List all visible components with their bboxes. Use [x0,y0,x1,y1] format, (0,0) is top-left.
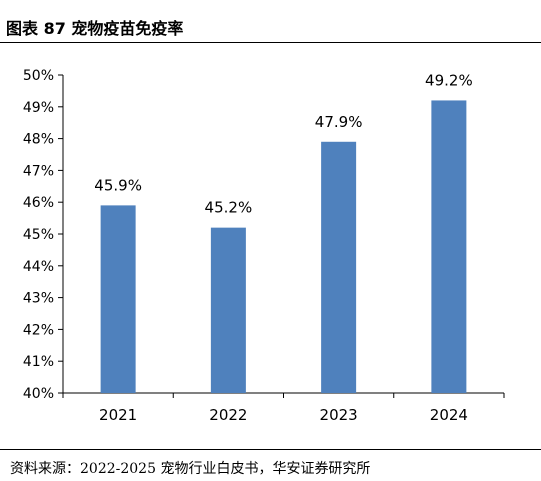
title-divider [0,42,541,43]
x-axis: 2021 2022 2023 2024 [62,392,505,424]
figure-title: 图表 87 宠物疫苗免疫率 [6,19,184,38]
bar-2023 [321,141,357,393]
y-tick-label: 43% [23,291,54,307]
data-label: 47.9% [315,113,363,131]
bar-2024 [431,100,467,393]
y-axis: 40% 41% 42% 43% 44% 45% 46% 47% 48% 49% 50% [23,68,64,402]
x-tick-label: 2021 [99,406,137,424]
data-label: 45.2% [205,199,253,217]
source-note: 资料来源：2022-2025 宠物行业白皮书，华安证券研究所 [10,461,371,477]
y-tick-label: 41% [23,354,54,370]
data-label: 45.9% [94,176,142,194]
y-tick-label: 42% [23,322,54,338]
x-tick-label: 2023 [320,406,358,424]
y-tick-label: 48% [23,132,54,148]
data-labels: 45.9% 45.2% 47.9% 49.2% [94,71,472,216]
data-label: 49.2% [425,71,473,89]
bar-2021 [100,205,136,393]
y-tick-label: 45% [23,227,54,243]
y-tick-label: 47% [23,163,54,179]
bar-2022 [210,227,246,393]
y-tick-label: 44% [23,259,54,275]
x-tick-label: 2022 [209,406,247,424]
y-tick-label: 50% [23,68,54,84]
x-tick-label: 2024 [430,406,468,424]
source-divider [0,449,541,450]
y-tick-label: 49% [23,100,54,116]
y-tick-label: 40% [23,386,54,402]
bar-series [100,100,467,393]
y-tick-label: 46% [23,195,54,211]
